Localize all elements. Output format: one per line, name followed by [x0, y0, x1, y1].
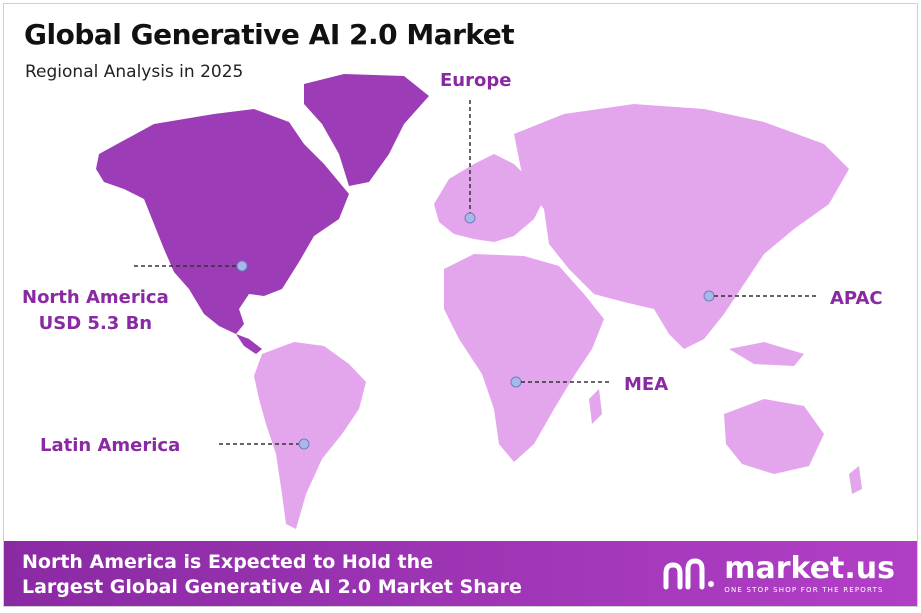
greenland-shape	[304, 74, 429, 186]
southeast-asia-shape	[729, 342, 804, 366]
asia-shape	[514, 104, 849, 349]
brand-logo: market.us ONE STOP SHOP FOR THE REPORTS	[662, 554, 895, 594]
page-subtitle: Regional Analysis in 2025	[25, 62, 244, 82]
north-america-shape	[96, 109, 349, 334]
latin-america-connector	[219, 438, 310, 450]
market-us-logo-icon	[663, 558, 715, 590]
region-label-north-america: North America USD 5.3 Bn	[22, 285, 169, 337]
mea-connector	[510, 376, 612, 388]
brand-name: market.us	[724, 551, 895, 586]
madagascar-shape	[589, 389, 602, 424]
footer-line-1: North America is Expected to Hold the	[22, 551, 434, 573]
africa-shape	[444, 254, 604, 462]
infographic: Global Generative AI 2.0 Market Regional…	[3, 3, 918, 607]
europe-connector	[464, 100, 476, 224]
region-label-europe: Europe	[440, 70, 512, 91]
world-map	[96, 74, 862, 529]
north-america-connector	[134, 260, 248, 272]
region-name-north-america: North America	[22, 287, 169, 308]
footer-text: North America is Expected to Hold the La…	[22, 550, 522, 600]
footer-line-2: Largest Global Generative AI 2.0 Market …	[22, 576, 522, 598]
europe-shape	[434, 154, 544, 242]
apac-connector	[703, 290, 819, 302]
region-value-north-america: USD 5.3 Bn	[38, 313, 153, 334]
new-zealand-shape	[849, 466, 862, 494]
brand-tagline: ONE STOP SHOP FOR THE REPORTS	[724, 586, 884, 594]
page-title: Global Generative AI 2.0 Market	[24, 18, 515, 51]
region-label-mea: MEA	[624, 374, 669, 395]
central-america-shape	[236, 334, 262, 354]
australia-shape	[724, 399, 824, 474]
footer-banner: North America is Expected to Hold the La…	[4, 541, 917, 606]
latin-america-shape	[254, 342, 366, 529]
region-label-latin-america: Latin America	[40, 435, 181, 456]
region-label-apac: APAC	[830, 288, 883, 309]
